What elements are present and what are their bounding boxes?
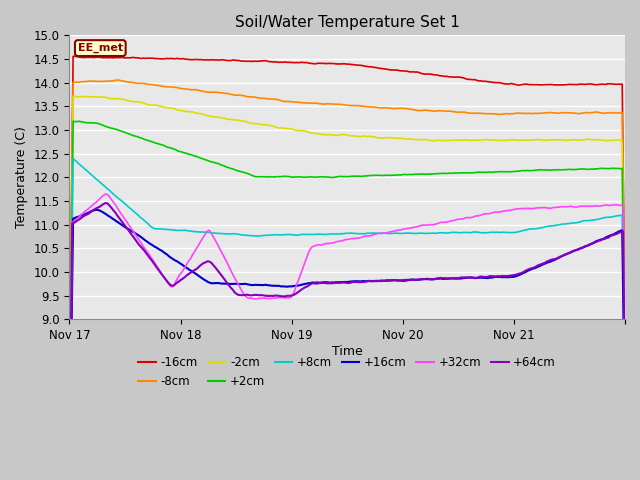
+64cm [209, 262, 217, 268]
-2cm [485, 137, 493, 143]
-2cm [65, 418, 73, 424]
+32cm [318, 242, 326, 248]
+32cm [621, 383, 629, 388]
+2cm [69, 118, 77, 124]
+2cm [209, 159, 217, 165]
+64cm [318, 280, 326, 286]
-8cm [394, 106, 401, 111]
-8cm [209, 89, 217, 95]
Text: EE_met: EE_met [77, 43, 123, 53]
+2cm [621, 382, 629, 388]
+32cm [165, 281, 173, 287]
+32cm [394, 228, 401, 233]
Line: +2cm: +2cm [69, 121, 625, 433]
-8cm [621, 347, 629, 352]
Line: +8cm: +8cm [69, 159, 625, 452]
-2cm [318, 132, 326, 137]
Line: -2cm: -2cm [69, 96, 625, 421]
+64cm [394, 277, 401, 283]
+8cm [165, 227, 173, 232]
+16cm [621, 420, 629, 426]
+8cm [394, 230, 401, 236]
+32cm [438, 219, 445, 225]
+16cm [209, 280, 217, 286]
-2cm [621, 364, 629, 370]
Line: +64cm: +64cm [69, 203, 625, 480]
-16cm [485, 79, 493, 84]
+16cm [92, 207, 100, 213]
Line: -16cm: -16cm [69, 56, 625, 401]
Title: Soil/Water Temperature Set 1: Soil/Water Temperature Set 1 [235, 15, 460, 30]
+32cm [485, 211, 493, 216]
+8cm [209, 230, 217, 236]
Legend: -16cm, -8cm, -2cm, +2cm, +8cm, +16cm, +32cm, +64cm: -16cm, -8cm, -2cm, +2cm, +8cm, +16cm, +3… [134, 352, 561, 393]
-16cm [438, 73, 445, 79]
+8cm [438, 230, 445, 236]
-2cm [165, 105, 173, 111]
+16cm [438, 276, 445, 281]
+64cm [485, 274, 493, 279]
-16cm [69, 53, 77, 59]
+32cm [209, 233, 217, 239]
+64cm [438, 275, 445, 281]
+16cm [165, 253, 173, 259]
+16cm [318, 279, 326, 285]
Line: +32cm: +32cm [69, 194, 625, 480]
+2cm [485, 169, 493, 175]
+8cm [621, 411, 629, 417]
+32cm [102, 191, 109, 197]
+8cm [485, 229, 493, 235]
+8cm [65, 449, 73, 455]
+64cm [621, 400, 629, 406]
Line: -8cm: -8cm [69, 80, 625, 414]
+16cm [394, 278, 401, 284]
+2cm [438, 171, 445, 177]
-16cm [394, 67, 401, 73]
X-axis label: Time: Time [332, 345, 363, 358]
-16cm [165, 56, 173, 61]
-2cm [69, 93, 77, 99]
-8cm [165, 84, 173, 90]
-8cm [113, 77, 120, 83]
Y-axis label: Temperature (C): Temperature (C) [15, 126, 28, 228]
-16cm [65, 398, 73, 404]
-2cm [394, 135, 401, 141]
+2cm [165, 144, 173, 150]
-16cm [621, 329, 629, 335]
+16cm [485, 275, 493, 281]
+8cm [318, 231, 326, 237]
+2cm [65, 430, 73, 436]
+2cm [394, 172, 401, 178]
+8cm [69, 156, 77, 162]
-2cm [209, 114, 217, 120]
-8cm [438, 108, 445, 114]
-8cm [485, 111, 493, 117]
-16cm [209, 57, 217, 63]
+64cm [102, 200, 109, 206]
-8cm [65, 411, 73, 417]
+2cm [318, 174, 326, 180]
-2cm [438, 137, 445, 143]
+64cm [165, 280, 173, 286]
-16cm [318, 60, 326, 66]
Line: +16cm: +16cm [69, 210, 625, 480]
-8cm [318, 101, 326, 107]
